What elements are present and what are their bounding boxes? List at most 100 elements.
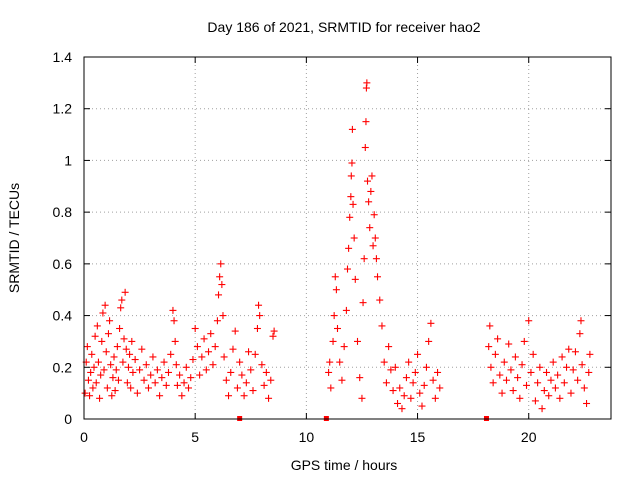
data-point (330, 312, 338, 320)
data-point (494, 335, 502, 343)
data-point (169, 306, 177, 314)
data-point (110, 353, 118, 361)
data-point (547, 376, 555, 384)
data-point (398, 405, 406, 413)
data-point (340, 343, 348, 351)
data-point (251, 350, 259, 358)
data-point (90, 363, 98, 371)
data-point (91, 332, 99, 340)
y-tick-label: 0.2 (53, 359, 73, 375)
data-point (577, 317, 585, 325)
data-point (585, 368, 593, 376)
data-point (414, 350, 422, 358)
data-point (218, 281, 226, 289)
data-point (336, 358, 344, 366)
data-point (187, 374, 195, 382)
data-point (327, 384, 335, 392)
data-point (231, 327, 239, 335)
data-point (267, 376, 275, 384)
y-tick-label: 0.6 (53, 256, 73, 272)
data-point (173, 381, 181, 389)
data-point (389, 387, 397, 395)
data-point (240, 392, 248, 400)
data-point (107, 361, 115, 369)
data-point (520, 337, 528, 345)
data-point (216, 273, 224, 281)
data-point (123, 379, 131, 387)
data-point (180, 379, 188, 387)
data-point (518, 361, 526, 369)
data-point (496, 371, 504, 379)
data-point (108, 392, 116, 400)
data-point (191, 325, 199, 332)
data-point (102, 348, 110, 356)
data-point (118, 296, 126, 304)
data-point (238, 371, 246, 379)
data-point (351, 275, 359, 283)
data-point (378, 322, 386, 330)
data-point (193, 343, 201, 351)
data-point (560, 379, 568, 387)
x-tick-labels: 0 5 10 15 20 (80, 429, 537, 445)
data-point (92, 379, 100, 387)
data-point (158, 374, 166, 382)
x-tick-label: 0 (80, 429, 88, 445)
data-point (332, 286, 340, 294)
data-point (178, 392, 186, 400)
data-point (331, 273, 339, 281)
data-point (365, 198, 373, 206)
data-point (580, 384, 588, 392)
data-point (409, 379, 417, 387)
data-point (116, 325, 124, 332)
data-point (372, 255, 380, 263)
data-point (369, 242, 377, 250)
data-point (509, 387, 517, 395)
data-point (523, 381, 531, 389)
data-point (98, 337, 106, 345)
data-point (400, 392, 408, 400)
data-point (138, 345, 146, 353)
data-point (326, 358, 334, 366)
data-point (200, 335, 208, 343)
data-point (86, 392, 94, 400)
data-point (434, 368, 442, 376)
data-point (167, 350, 175, 358)
data-point (220, 353, 228, 361)
data-point (227, 368, 235, 376)
data-point (189, 356, 197, 364)
data-point (371, 234, 379, 242)
data-point (354, 337, 362, 345)
data-point (360, 255, 368, 263)
data-point (586, 350, 594, 358)
data-point (489, 379, 497, 387)
data-point (117, 304, 125, 312)
data-point (543, 368, 551, 376)
data-point (345, 244, 353, 252)
data-point (361, 144, 369, 151)
data-point (571, 348, 579, 356)
data-point (534, 379, 542, 387)
data-point (507, 366, 515, 374)
data-point (106, 317, 114, 325)
data-point (225, 392, 233, 400)
y-tick-labels: 0 0.2 0.4 0.6 0.8 1 1.2 1.4 (53, 49, 73, 427)
data-point (142, 361, 150, 369)
y-tick-label: 1.2 (53, 101, 73, 117)
y-tick-label: 0 (64, 411, 72, 427)
data-point (129, 368, 137, 376)
data-point (249, 387, 257, 395)
data-point (364, 177, 372, 185)
data-point (94, 358, 102, 366)
data-point (549, 358, 557, 366)
data-point (112, 366, 120, 374)
data-point (385, 343, 393, 351)
data-point (380, 358, 388, 366)
data-point (99, 309, 107, 317)
data-point (255, 301, 263, 309)
data-point (258, 361, 266, 369)
data-point (121, 288, 129, 296)
data-point (164, 368, 172, 376)
data-point (209, 361, 217, 369)
data-point (253, 325, 261, 332)
y-axis-label: SRMTID / TECUs (6, 183, 22, 293)
